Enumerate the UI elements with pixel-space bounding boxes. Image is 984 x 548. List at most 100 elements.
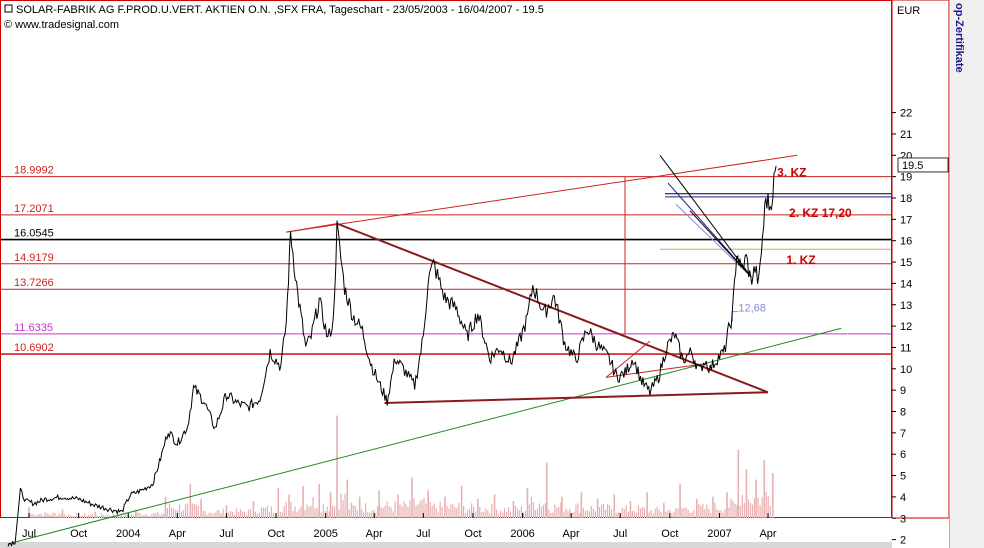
volume-bar <box>264 508 267 518</box>
volume-bar <box>716 509 718 518</box>
volume-bar <box>594 511 596 518</box>
volume-bar <box>637 505 640 518</box>
annotations: 3. KZ 2. KZ 17,20 1. KZ 12,68 <box>738 166 852 315</box>
volume-bar <box>610 509 613 518</box>
volume-bar <box>561 496 563 518</box>
volume-bar <box>579 512 581 518</box>
volume-bar <box>151 514 153 518</box>
volume-bar <box>163 513 165 518</box>
y-tick-label: 16 <box>900 236 912 248</box>
volume-bar <box>769 505 771 518</box>
volume-bar <box>706 504 708 518</box>
volume-bar <box>552 512 554 518</box>
y-tick-label: 2 <box>900 535 906 547</box>
volume-bar <box>667 510 669 518</box>
volume-bar <box>214 512 216 518</box>
volume-bar <box>94 511 97 518</box>
volume-bar <box>671 513 673 518</box>
chart-title: SOLAR-FABRIK AG F.PROD.U.VERT. AKTIEN O.… <box>16 4 544 16</box>
volume-bar <box>534 510 537 518</box>
volume-bar <box>247 509 250 518</box>
volume-bar <box>96 515 98 518</box>
price-line <box>7 165 777 547</box>
volume-bar <box>665 511 667 518</box>
volume-bar <box>456 508 458 518</box>
x-tick-label: Apr <box>563 528 580 540</box>
volume-bar <box>220 513 222 518</box>
volume-bar <box>225 505 228 518</box>
y-tick-label: 4 <box>900 492 906 504</box>
currency-label: EUR <box>897 5 920 17</box>
volume-bar <box>245 514 248 518</box>
volume-bar <box>571 512 573 518</box>
volume-bar <box>254 511 257 518</box>
level-label: 18.9992 <box>14 165 54 177</box>
volume-bar <box>448 508 450 518</box>
volume-bar <box>403 501 405 518</box>
volume-bar <box>458 502 460 518</box>
volume-bar <box>32 513 34 518</box>
volume-bar <box>600 504 603 518</box>
volume-bar <box>108 515 110 518</box>
trendline-triangle-top <box>336 222 769 394</box>
volume-bar <box>497 513 500 518</box>
y-tick-label: 8 <box>900 407 906 419</box>
x-tick-label: 2007 <box>707 528 731 540</box>
fan-line <box>659 154 752 278</box>
volume-bar <box>712 496 714 518</box>
volume-bar <box>28 507 30 518</box>
volume-bar <box>118 516 120 518</box>
volume-bar <box>149 515 151 518</box>
volume-bar <box>224 515 226 518</box>
volume-bar <box>65 516 68 518</box>
volume-bar <box>147 515 149 518</box>
volume-bar <box>586 510 588 518</box>
volume-bar <box>388 506 390 518</box>
side-panel-label[interactable]: op-Zertifikate <box>953 3 965 73</box>
volume-bar <box>700 505 702 518</box>
volume-bar <box>316 508 318 518</box>
volume-bar <box>615 513 617 518</box>
annotation-label: 12,68 <box>738 303 766 315</box>
volume-bar <box>409 500 411 518</box>
volume-bar <box>444 496 446 518</box>
volume-bar <box>102 515 104 518</box>
volume-bar <box>380 507 382 518</box>
volume-bar <box>81 515 84 518</box>
volume-bar <box>378 490 380 518</box>
volume-bar <box>342 500 344 518</box>
volume-bar <box>384 505 386 518</box>
volume-bar <box>91 514 94 518</box>
volume-bar <box>623 508 625 518</box>
volume-bar <box>431 505 433 518</box>
volume-bar <box>679 483 681 518</box>
x-tick-label: 2006 <box>510 528 534 540</box>
volume-bar <box>71 515 74 518</box>
volume-bar <box>732 500 734 518</box>
volume-bar <box>501 512 504 518</box>
volume-bar <box>365 502 367 518</box>
volume-bar <box>241 511 244 518</box>
volume-bar <box>159 514 161 518</box>
volume-bar <box>524 511 527 518</box>
volume-bar <box>272 512 275 518</box>
volume-bar <box>625 505 627 518</box>
volume-bar <box>685 507 687 518</box>
volume-bar <box>433 503 435 518</box>
header-icon[interactable] <box>4 4 13 13</box>
volume-bar <box>728 507 730 518</box>
volume-bar <box>689 512 691 518</box>
volume-bar <box>288 494 290 518</box>
volume-bar <box>415 505 417 518</box>
copyright-text: © www.tradesignal.com <box>4 19 119 31</box>
volume-bar <box>520 506 523 518</box>
volume-bar <box>233 514 236 518</box>
volume-bar <box>399 504 401 518</box>
volume-bar <box>69 514 72 518</box>
volume-bar <box>598 507 601 518</box>
volume-bar <box>145 514 147 518</box>
volume-bar <box>544 503 547 518</box>
volume-bar <box>419 501 421 518</box>
volume-bar <box>172 508 175 518</box>
horizontal-scrollbar[interactable] <box>0 542 892 548</box>
